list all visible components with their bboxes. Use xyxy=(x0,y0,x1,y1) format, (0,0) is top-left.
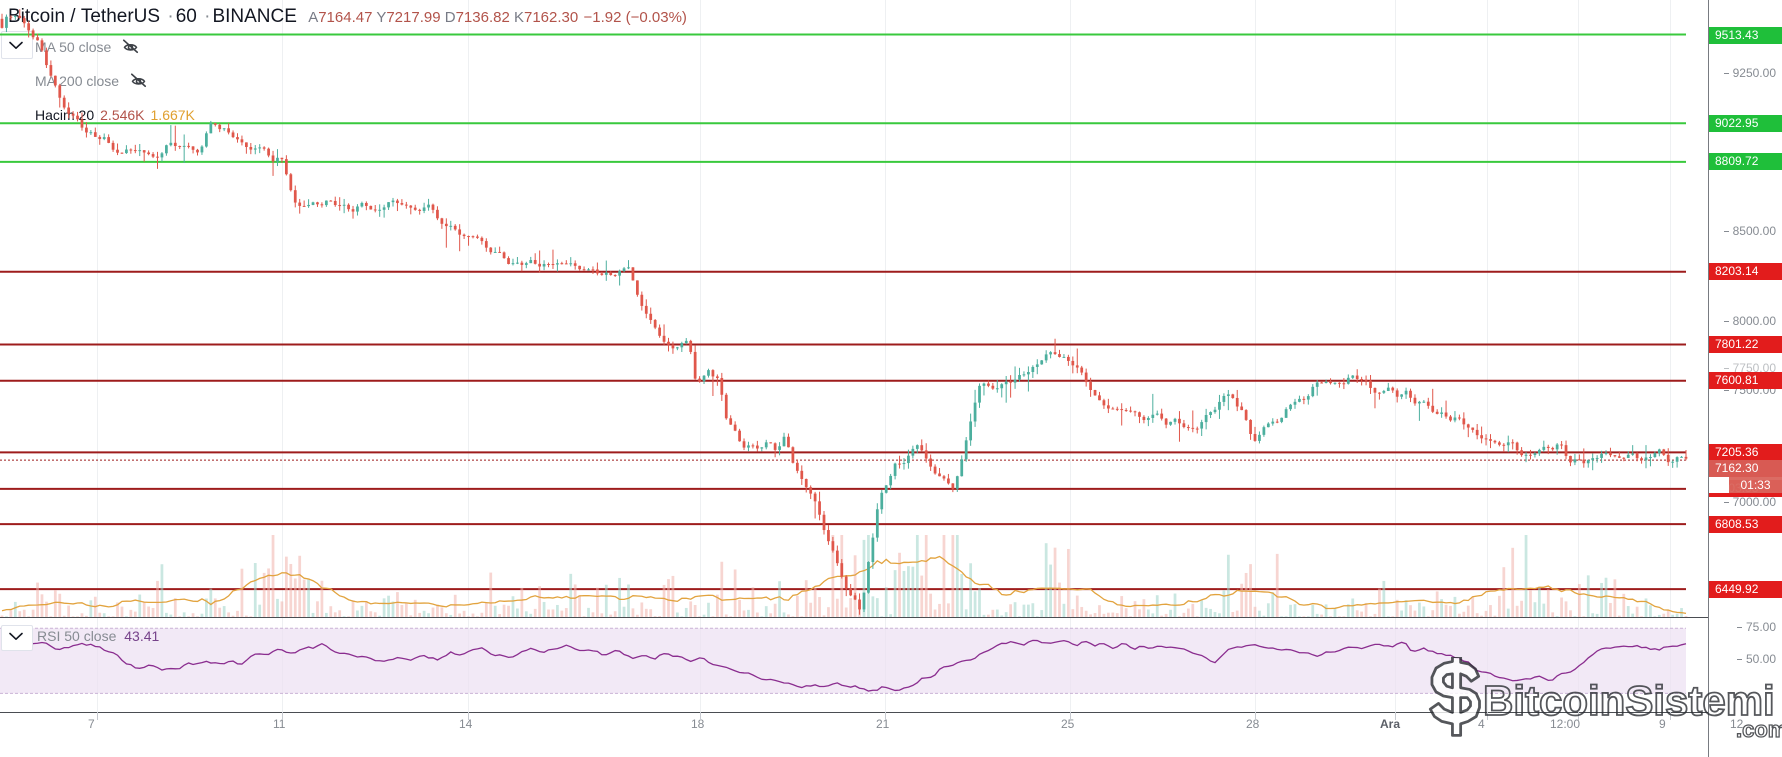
svg-text:.com: .com xyxy=(1736,717,1782,742)
svg-text:BitcoinSistemi: BitcoinSistemi xyxy=(1483,677,1775,724)
